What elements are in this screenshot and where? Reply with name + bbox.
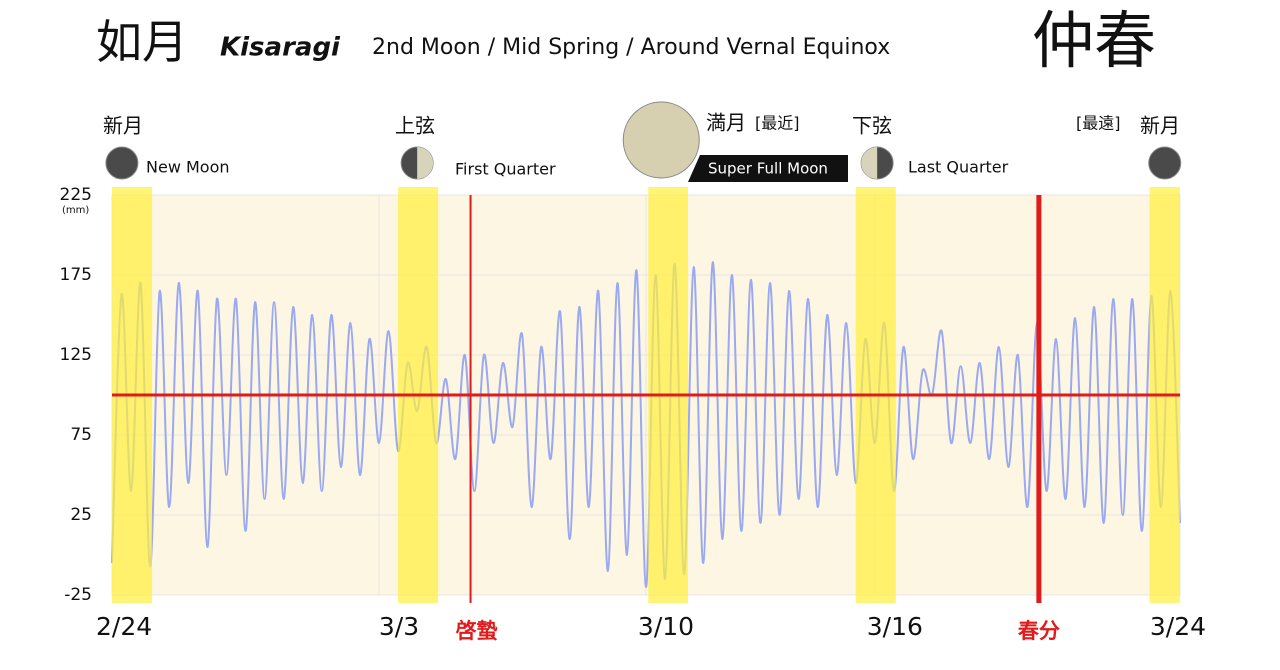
- phase-english: Super Full Moon: [708, 160, 828, 178]
- title: 如月: [96, 15, 188, 69]
- y-tick-label: 175: [60, 265, 92, 285]
- y-tick-label: 25: [70, 505, 92, 525]
- subtitle: 2nd Moon / Mid Spring / Around Vernal Eq…: [372, 35, 890, 60]
- x-tick-label: 3/10: [638, 612, 694, 641]
- moon-icon: [105, 146, 139, 180]
- moon-lit: [417, 147, 434, 179]
- phase-english: First Quarter: [455, 160, 556, 179]
- y-tick-label: -25: [64, 585, 92, 605]
- phase-kanji: 新月: [1140, 114, 1180, 138]
- phase-note: [最近]: [755, 114, 800, 133]
- y-tick-label: 75: [70, 425, 92, 445]
- phase-english: Last Quarter: [908, 158, 1009, 177]
- moon-lit: [861, 147, 878, 179]
- event-label: 春分: [1018, 619, 1060, 643]
- moon-icon: [1148, 146, 1182, 180]
- y-unit: (mm): [62, 205, 89, 216]
- phase-kanji: 下弦: [852, 114, 892, 138]
- x-tick-label: 2/24: [96, 612, 152, 641]
- phase-note: [最遠]: [1076, 114, 1121, 133]
- phase-kanji: 上弦: [395, 114, 435, 138]
- phase-kanji: 新月: [103, 114, 143, 138]
- title-romaji: Kisaragi: [220, 33, 341, 63]
- label-box: [688, 155, 848, 182]
- event-label: 啓蟄: [456, 619, 498, 643]
- phase-kanji: 満月: [706, 111, 746, 135]
- x-tick-label: 3/16: [867, 612, 923, 641]
- phase-english: New Moon: [146, 158, 230, 177]
- moon-icon: [622, 101, 700, 179]
- title-season: 仲春: [1032, 4, 1156, 77]
- y-tick-label: 125: [60, 345, 92, 365]
- y-tick-label: 225: [60, 185, 92, 205]
- x-tick-label: 3/3: [379, 612, 419, 641]
- x-tick-label: 3/24: [1150, 612, 1206, 641]
